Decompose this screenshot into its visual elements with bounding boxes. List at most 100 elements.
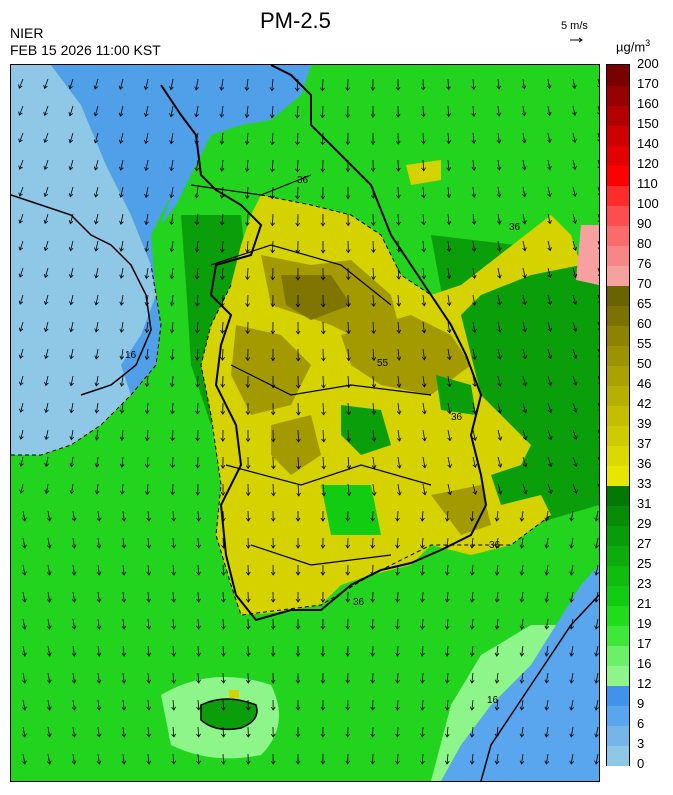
wind-arrow-head bbox=[444, 517, 450, 522]
wind-arrow-head bbox=[119, 490, 125, 495]
wind-arrow-head bbox=[295, 652, 301, 657]
wind-arrow-head bbox=[295, 303, 301, 308]
wind-arrow-head bbox=[569, 517, 574, 522]
wind-arrow-head bbox=[22, 625, 27, 630]
wind-arrow-head bbox=[245, 706, 251, 711]
wind-arrow-head bbox=[497, 301, 502, 306]
wind-arrow-head bbox=[594, 571, 599, 576]
wind-arrow-head bbox=[421, 140, 426, 145]
legend-color-segment bbox=[607, 65, 629, 86]
wind-arrow bbox=[497, 348, 501, 360]
wind-arrow-head bbox=[146, 598, 152, 603]
wind-arrow-head bbox=[320, 330, 326, 335]
wind-arrow-head bbox=[320, 222, 326, 227]
wind-arrow bbox=[595, 726, 599, 738]
wind-arrow bbox=[497, 456, 502, 468]
wind-arrow-head bbox=[68, 193, 74, 198]
wind-arrow-head bbox=[43, 138, 48, 144]
legend-tick-label: 21 bbox=[637, 596, 652, 611]
wind-arrow-head bbox=[346, 492, 352, 497]
wind-arrow bbox=[397, 348, 400, 361]
wind-arrow-head bbox=[472, 328, 477, 333]
wind-arrow-head bbox=[472, 463, 478, 468]
wind-arrow-head bbox=[594, 679, 599, 684]
wind-arrow bbox=[19, 213, 24, 224]
wind-arrow bbox=[171, 348, 174, 360]
wind-arrow bbox=[497, 186, 500, 198]
wind-arrow-head bbox=[444, 571, 450, 576]
wind-arrow bbox=[94, 78, 99, 90]
wind-arrow bbox=[19, 159, 24, 170]
wind-arrow bbox=[69, 132, 74, 143]
wind-arrow bbox=[522, 78, 525, 89]
wind-arrow-head bbox=[346, 438, 352, 443]
jeju-island bbox=[200, 698, 258, 731]
wind-arrow-head bbox=[119, 409, 125, 414]
wind-arrow bbox=[347, 375, 350, 388]
wind-arrow bbox=[147, 699, 150, 711]
wind-arrow-head bbox=[469, 517, 475, 522]
agency-label: NIER bbox=[10, 25, 44, 41]
wind-arrow-head bbox=[169, 302, 175, 307]
wind-arrow-head bbox=[471, 193, 477, 199]
wind-arrow bbox=[397, 321, 400, 334]
wind-arrow bbox=[347, 402, 350, 415]
wind-arrow bbox=[172, 591, 175, 603]
wind-arrow bbox=[496, 510, 499, 522]
wind-arrow-head bbox=[119, 328, 125, 333]
wind-arrow-head bbox=[245, 625, 251, 630]
wind-arrow-head bbox=[519, 544, 525, 549]
wind-arrow bbox=[422, 294, 425, 306]
legend-color-segment bbox=[607, 85, 629, 106]
wind-arrow-head bbox=[469, 679, 475, 684]
wind-arrow bbox=[422, 348, 425, 360]
wind-arrow-head bbox=[321, 465, 327, 470]
wind-arrow bbox=[97, 510, 100, 522]
wind-arrow-head bbox=[597, 112, 599, 115]
wind-arrow-head bbox=[472, 382, 477, 387]
wind-arrow bbox=[95, 375, 99, 386]
wind-arrow-head bbox=[46, 760, 52, 765]
wind-arrow-head bbox=[171, 598, 176, 603]
wind-arrow-head bbox=[519, 706, 525, 711]
wind-arrow-head bbox=[43, 300, 49, 306]
wind-arrow bbox=[47, 753, 51, 765]
wind-arrow bbox=[72, 537, 75, 549]
wind-arrow-head bbox=[245, 571, 251, 576]
contour-label: 36 bbox=[451, 412, 463, 423]
wind-arrow-head bbox=[572, 84, 577, 89]
wind-arrow-head bbox=[119, 193, 124, 198]
wind-arrow bbox=[72, 699, 75, 711]
wind-arrow-head bbox=[43, 219, 49, 225]
wind-arrow bbox=[44, 240, 49, 251]
wind-arrow-head bbox=[494, 544, 500, 549]
wind-arrow bbox=[197, 618, 200, 630]
wind-arrow-head bbox=[22, 706, 27, 711]
wind-arrow-head bbox=[270, 544, 276, 549]
wind-arrow bbox=[521, 672, 524, 684]
chart-title: PM-2.5 bbox=[260, 8, 331, 33]
wind-arrow-head bbox=[396, 221, 401, 226]
wind-arrow bbox=[22, 510, 26, 522]
wind-arrow-head bbox=[22, 679, 27, 684]
wind-arrow bbox=[72, 726, 75, 738]
wind-arrow-head bbox=[569, 571, 574, 576]
wind-arrow bbox=[95, 267, 99, 278]
wind-arrow bbox=[19, 105, 24, 116]
wind-arrow bbox=[45, 375, 49, 386]
wind-arrow bbox=[397, 186, 399, 199]
wind-arrow bbox=[421, 510, 424, 522]
wind-arrow-head bbox=[469, 625, 475, 630]
wind-arrow bbox=[472, 294, 476, 306]
wind-arrow-head bbox=[446, 221, 452, 226]
wind-arrow-head bbox=[144, 220, 149, 226]
wind-arrow-head bbox=[270, 625, 276, 630]
legend-color-segment bbox=[607, 745, 629, 766]
wind-arrow bbox=[397, 456, 401, 469]
wind-arrow bbox=[347, 348, 350, 361]
wind-arrow-head bbox=[572, 246, 578, 251]
wind-arrow bbox=[20, 402, 24, 413]
wind-arrow-head bbox=[219, 140, 225, 145]
wind-arrow-head bbox=[420, 598, 425, 603]
wind-arrow bbox=[472, 456, 476, 468]
